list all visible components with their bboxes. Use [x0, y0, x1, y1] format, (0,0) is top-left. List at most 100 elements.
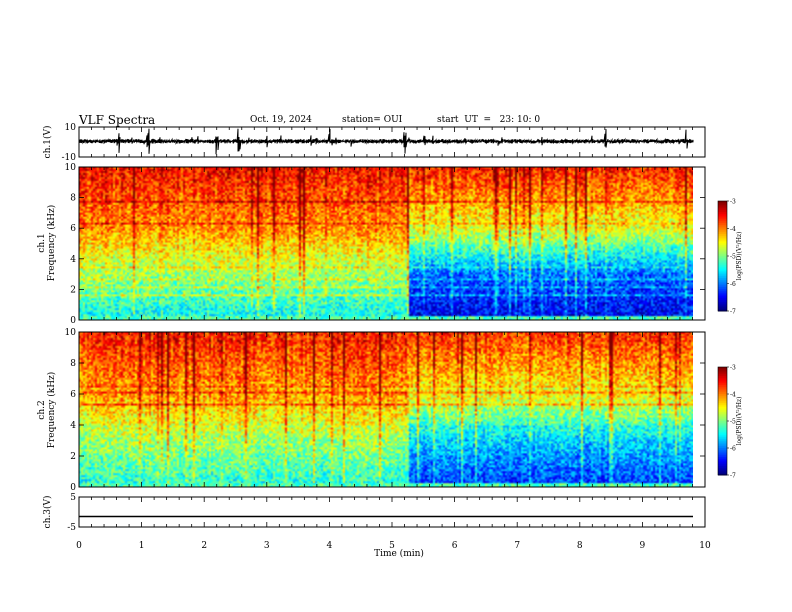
colorbar-swatch	[718, 376, 727, 379]
ch2-spectrogram-panel: 0 2 4 6 8 10 ch.2 Frequency (kHz) -3 -4 -5 -6 -7 l…	[37, 328, 743, 493]
x-tick-label: 4	[327, 541, 333, 551]
x-tick-label: 6	[452, 541, 458, 551]
colorbar-swatch	[718, 204, 727, 207]
colorbar-swatch	[718, 289, 727, 292]
colorbar-swatch	[718, 424, 727, 427]
colorbar-swatch	[718, 281, 727, 284]
colorbar-swatch	[718, 448, 727, 451]
y-tick-label: 2	[70, 452, 76, 462]
colorbar-swatch	[718, 462, 727, 465]
colorbar-tick-label: -7	[730, 309, 736, 316]
colorbar-swatch	[718, 294, 727, 297]
colorbar-swatch	[718, 245, 727, 248]
colorbar-tick-label: -4	[730, 226, 736, 233]
colorbar-swatch	[718, 379, 727, 382]
colorbar-swatch	[718, 274, 727, 277]
colorbar-swatch	[718, 415, 727, 418]
colorbar-swatch	[718, 202, 727, 206]
colorbar-label: log(PSD)(V²/Hz)	[736, 397, 743, 446]
x-tick-label: 0	[76, 541, 82, 551]
colorbar-swatch	[718, 446, 727, 449]
colorbar-swatch	[718, 388, 727, 391]
colorbar-swatch	[718, 221, 727, 224]
colorbar-swatch	[718, 428, 727, 431]
ch1-colorbar: -3 -4 -5 -6 -7 log(PSD)(V²/Hz)	[717, 199, 743, 316]
colorbar-swatch	[718, 263, 727, 266]
colorbar-swatch	[718, 237, 727, 240]
colorbar-swatch	[718, 307, 727, 310]
colorbar-swatch	[718, 298, 727, 301]
colorbar-swatch	[718, 267, 727, 270]
colorbar-swatch	[718, 381, 727, 384]
colorbar-swatch	[718, 471, 727, 474]
colorbar-swatch	[718, 309, 727, 312]
ch3-waveform-ylabel: ch.3(V)	[42, 496, 53, 529]
colorbar-swatch	[718, 301, 727, 305]
colorbar-swatch	[718, 435, 727, 438]
colorbar-swatch	[718, 426, 727, 429]
x-tick-label: 5	[389, 541, 395, 551]
colorbar-swatch	[718, 412, 727, 415]
colorbar-swatch	[718, 392, 727, 395]
colorbar-swatch	[718, 228, 727, 231]
y-tick-label: 8	[70, 359, 76, 369]
colorbar-swatch	[718, 419, 727, 422]
y-tick-label: -5	[67, 523, 76, 533]
colorbar-tick-label: -7	[730, 473, 736, 480]
colorbar-tick-label: -6	[730, 281, 736, 288]
time-axis: 0 1 2 3 4 5 6 7 8 9 10	[76, 127, 711, 551]
y-tick-label: 6	[70, 224, 76, 234]
y-tick-label: 0	[70, 483, 76, 493]
colorbar-swatch	[718, 413, 727, 417]
y-tick-label: 10	[65, 123, 77, 133]
ch1-spectrogram-ylabel-freq: Frequency (kHz)	[46, 205, 57, 282]
y-tick-label: 2	[70, 285, 76, 295]
colorbar-swatch	[718, 287, 727, 290]
ch1-waveform-ylabel: ch.1(V)	[42, 126, 53, 159]
colorbar-swatch	[718, 464, 727, 467]
colorbar-swatch	[718, 224, 727, 228]
colorbar-swatch	[718, 206, 727, 209]
colorbar-swatch	[718, 223, 727, 226]
x-tick-label: 3	[264, 541, 270, 551]
colorbar-swatch	[718, 421, 727, 424]
colorbar-swatch	[718, 268, 727, 272]
y-tick-label: 10	[65, 163, 77, 173]
colorbar-swatch	[718, 234, 727, 237]
colorbar-swatch	[718, 276, 727, 279]
colorbar-swatch	[718, 370, 727, 373]
y-tick-label: 6	[70, 390, 76, 400]
colorbar-swatch	[718, 278, 727, 281]
colorbar-swatch	[718, 208, 727, 211]
colorbar-swatch	[718, 451, 727, 454]
colorbar-swatch	[718, 212, 727, 215]
x-tick-label: 1	[139, 541, 145, 551]
colorbar-swatch	[718, 285, 727, 288]
colorbar-swatch	[718, 385, 727, 388]
colorbar-swatch	[718, 397, 727, 400]
colorbar-swatch	[718, 283, 727, 286]
x-tick-label: 8	[577, 541, 583, 551]
colorbar-swatch	[718, 377, 727, 381]
colorbar-swatch	[718, 296, 727, 299]
colorbar-swatch	[718, 455, 727, 458]
ch2-colorbar: -3 -4 -5 -6 -7 log(PSD)(V²/Hz)	[717, 365, 743, 480]
colorbar-swatch	[718, 458, 727, 462]
colorbar-swatch	[718, 292, 727, 295]
colorbar-swatch	[718, 368, 727, 372]
colorbar-swatch	[718, 303, 727, 306]
ch1-spectrogram-image	[79, 167, 693, 320]
ch1-spectrogram-ylabel-channel: ch.1	[37, 233, 47, 252]
x-tick-label: 2	[201, 541, 207, 551]
colorbar-swatch	[718, 403, 727, 406]
colorbar-swatch	[718, 272, 727, 275]
colorbar-swatch	[718, 473, 727, 476]
colorbar-swatch	[718, 395, 727, 399]
colorbar-tick-label: -3	[730, 199, 736, 206]
ch1-spectrogram-panel: 0 2 4 6 8 10 ch.1 Frequency (kHz) -3 -4 -5 -6 -7 l…	[37, 163, 743, 326]
colorbar-swatch	[718, 239, 727, 242]
colorbar-swatch	[718, 408, 727, 411]
colorbar-swatch	[718, 252, 727, 255]
colorbar-swatch	[718, 265, 727, 268]
